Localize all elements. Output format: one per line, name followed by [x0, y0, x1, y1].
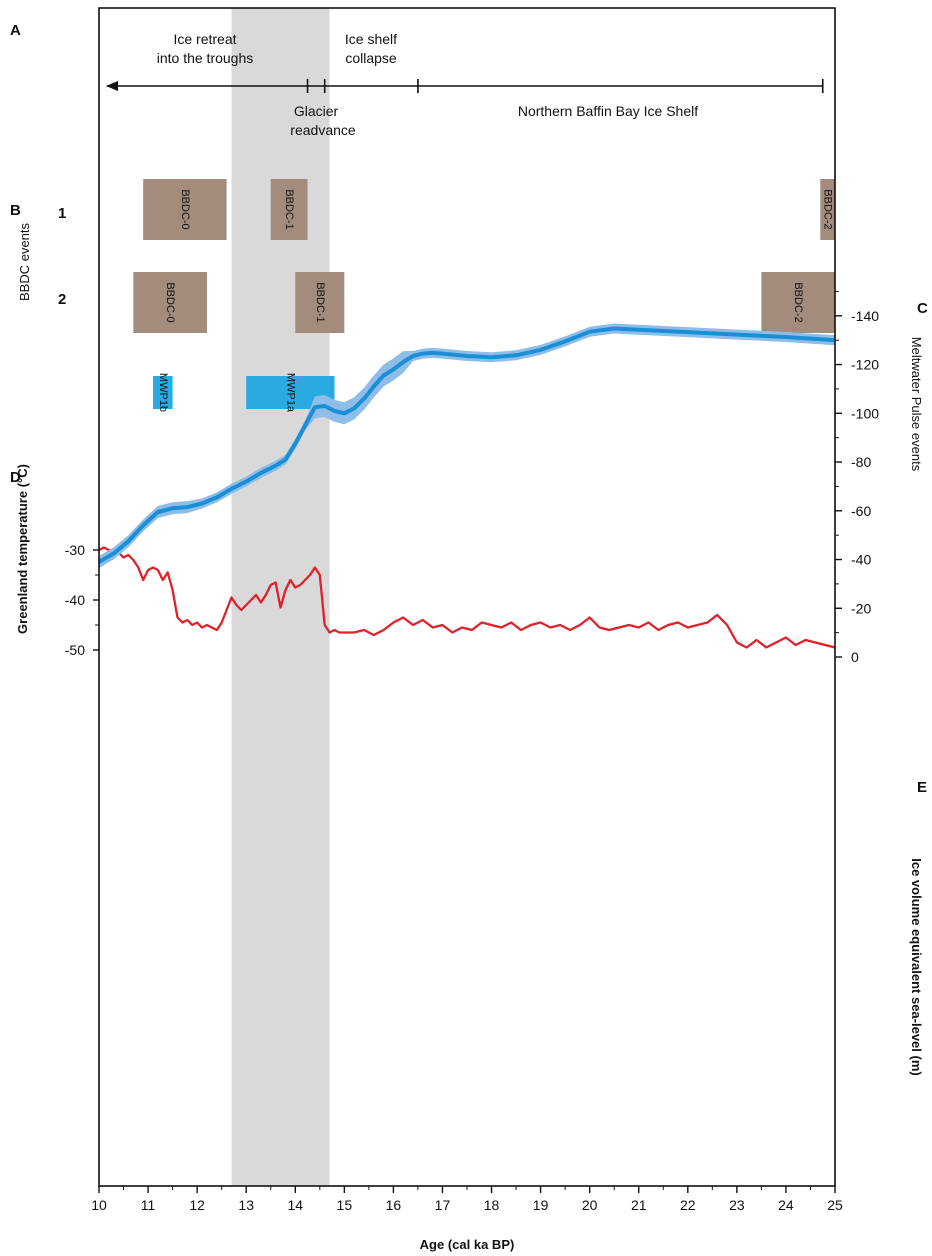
bbdc-row2-block-bbdc-0 — [133, 272, 207, 333]
panel-letter-c: C — [917, 300, 928, 317]
x-tick-label-11: 11 — [141, 1197, 156, 1213]
bbdc-row1-label-bbdc-0: BBDC-0 — [179, 189, 191, 229]
sea-level-tick-label-120: -120 — [851, 357, 879, 373]
panel-letter-e: E — [917, 779, 927, 796]
phase-northern-baffin-bay-ice-shelf: Northern Baffin Bay Ice Shelf — [518, 103, 698, 119]
x-tick-label-17: 17 — [435, 1197, 451, 1213]
x-tick-label-23: 23 — [729, 1197, 745, 1213]
greenland-temperature-axis-label: Greenland temperature (°C) — [15, 464, 30, 634]
x-tick-label-19: 19 — [533, 1197, 549, 1213]
x-tick-label-12: 12 — [189, 1197, 205, 1213]
phase-ice-shelf-collapse-line2: collapse — [345, 50, 397, 66]
sea-level-tick-label-80: -80 — [851, 454, 871, 470]
phase-glacier-readvance-line2: readvance — [290, 122, 356, 138]
bbdc-row2-label-bbdc-2: BBDC-2 — [792, 282, 804, 322]
sea-level-tick-label-100: -100 — [851, 405, 879, 421]
temperature-series-layer — [98, 546, 836, 649]
temperature-tick-label-40: -40 — [65, 592, 85, 608]
phase-ice-shelf-collapse-line1: Ice shelf — [345, 31, 397, 47]
greenland-temperature-line — [98, 546, 836, 649]
x-tick-label-25: 25 — [827, 1197, 843, 1213]
bbdc-row1-block-bbdc-0 — [143, 179, 227, 240]
sea-level-axis-label: Ice volume equivalent sea-level (m) — [909, 858, 924, 1075]
bbdc-row1-block-bbdc-2 — [820, 179, 835, 240]
axis-ticks-layer: 10 11 12 13 14 15 16 17 18 19 20 21 22 23 24 25 -30 -40 -5… — [65, 290, 879, 1213]
sea-level-tick-label0: 0 — [851, 649, 859, 665]
sea-level-uncertainty-band — [99, 323, 835, 568]
phase-ice-retreat-line1: Ice retreat — [173, 31, 236, 47]
x-tick-label-16: 16 — [386, 1197, 402, 1213]
x-tick-label-18: 18 — [484, 1197, 500, 1213]
bbdc-row2-block-bbdc-2 — [761, 272, 835, 333]
age-axis-label: Age (cal ka BP) — [420, 1237, 515, 1252]
sea-level-tick-label-60: -60 — [851, 503, 871, 519]
sea-level-tick-label-140: -140 — [851, 308, 879, 324]
meltwater-events-label: Meltwater Pulse events — [909, 337, 924, 472]
phase-glacier-readvance-line1: Glacier — [294, 103, 339, 119]
temperature-tick-label-50: -50 — [65, 642, 85, 658]
meltwater-pulse-block-mwp1b — [152, 376, 173, 409]
x-tick-label-24: 24 — [778, 1197, 794, 1213]
panel-letter-b: B — [10, 202, 21, 219]
bbdc-row2-block-bbdc-1 — [295, 272, 345, 333]
bbdc-row2-label-bbdc-1: BBDC-1 — [314, 282, 326, 322]
bbdc-row-1-number: 1 — [58, 205, 66, 222]
temperature-tick-label-30: -30 — [65, 542, 85, 558]
event-blocks-layer: BBDC-0 BBDC-1 BBDC-2 BBDC-0 BBDC-1 BBDC-2 MWP1… — [133, 179, 835, 413]
x-tick-label-10: 10 — [91, 1197, 107, 1213]
phase-ice-retreat-line2: into the troughs — [157, 50, 254, 66]
meltwater-pulse-label-mwp1a: MWP1a — [284, 373, 296, 413]
x-tick-label-15: 15 — [337, 1197, 353, 1213]
bbdc-row1-label-bbdc-1: BBDC-1 — [283, 189, 295, 229]
meltwater-pulse-label-mwp1b: MWP1b — [157, 373, 169, 412]
x-tick-label-13: 13 — [238, 1197, 254, 1213]
bbdc-row-2-number: 2 — [58, 291, 66, 308]
x-tick-label-20: 20 — [582, 1197, 598, 1213]
bbdc-row2-label-bbdc-0: BBDC-0 — [164, 282, 176, 322]
sea-level-tick-label-40: -40 — [851, 552, 871, 568]
bbdc-events-label: BBDC events — [17, 222, 32, 301]
x-tick-label-22: 22 — [680, 1197, 696, 1213]
sea-level-tick-label-20: -20 — [851, 600, 871, 616]
bbdc-row1-label-bbdc-2: BBDC-2 — [822, 189, 834, 229]
x-tick-label-14: 14 — [287, 1197, 303, 1213]
x-tick-label-21: 21 — [631, 1197, 647, 1213]
phase-arrow-layer — [106, 79, 824, 93]
sea-level-series-layer — [97, 323, 836, 568]
panel-letter-a: A — [10, 22, 21, 39]
bbdc-row1-block-bbdc-1 — [270, 179, 308, 240]
sea-level-line — [97, 326, 836, 564]
panel-letter-d: D — [10, 469, 21, 486]
